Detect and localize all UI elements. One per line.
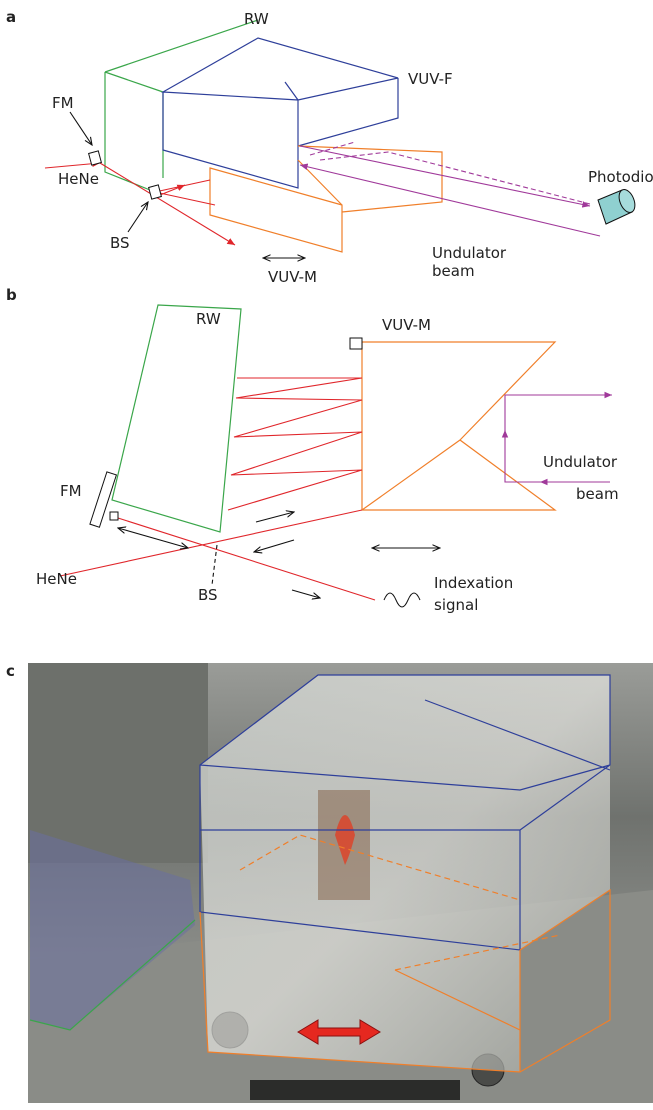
laser [118,518,375,600]
panel-a: a RW VUV-F FM HeNe BS VUV-M Photodiode U… [6,8,653,286]
laser [100,163,235,245]
beam [300,146,590,206]
bs-plane [212,545,217,585]
text-label: beam [576,485,619,503]
text-label: RW [244,10,269,28]
text-label: beam [432,262,475,280]
panel-b: b RW VUV-M FM HeNe BS Undulator beam Ind… [6,286,619,614]
laser-zigzag [228,378,362,510]
direction-arrow [292,590,320,598]
fm-mirror [89,151,102,165]
fm-mount [110,512,118,520]
text-label: Indexation [434,574,513,592]
text-label: FM [52,94,74,112]
direction-arrow [256,512,294,522]
signal-wave [384,593,420,607]
vuv-m-prism [210,146,442,252]
text-label: Photodiode [588,168,653,186]
stop [350,338,362,349]
text-label: signal [434,596,478,614]
text-label: BS [198,586,218,604]
text-label: HeNe [36,570,77,588]
beam [300,165,600,236]
text-label: HeNe [58,170,99,188]
pointer [128,202,148,232]
text-label: RW [196,310,221,328]
rw-prism [105,20,258,190]
panel-label: c [6,662,15,680]
text-label: Undulator [543,453,618,471]
panel-c: c [6,662,653,1103]
bs-splitter [149,185,162,199]
panel-label: b [6,286,17,304]
text-label: Undulator [432,244,507,262]
direction-arrow [254,540,294,552]
text-label: VUV-M [382,316,431,334]
rw-prism [112,305,241,532]
text-label: VUV-F [408,70,453,88]
pointer [70,112,92,145]
vuv-m-prism [362,342,555,510]
text-label: BS [110,234,130,252]
text-label: VUV-M [268,268,317,286]
vuv-f-prism [163,38,398,188]
laser [60,510,362,576]
panel-label: a [6,8,16,26]
photo [28,663,653,1103]
photodiode-icon [598,187,638,224]
text-label: FM [60,482,82,500]
motion-arrow [118,528,188,548]
figure: a RW VUV-F FM HeNe BS VUV-M Photodiode U… [0,0,653,1106]
